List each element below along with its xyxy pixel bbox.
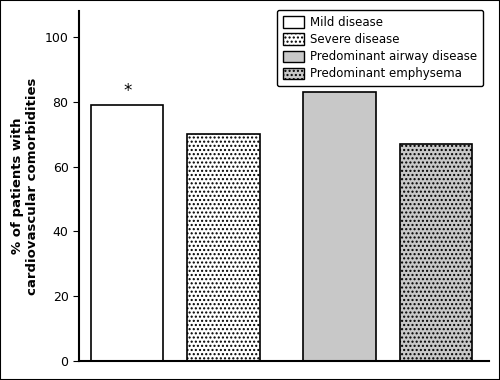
Bar	[91, 105, 164, 361]
Text: ***: ***	[327, 69, 352, 87]
Bar	[303, 92, 376, 361]
Legend: Mild disease, Severe disease, Predominant airway disease, Predominant emphysema: Mild disease, Severe disease, Predominan…	[277, 10, 483, 86]
Y-axis label: % of patients with
cardiovascular comorbidities: % of patients with cardiovascular comorb…	[11, 77, 39, 294]
Text: *: *	[123, 82, 132, 100]
Bar	[188, 134, 260, 361]
Bar	[400, 144, 472, 361]
